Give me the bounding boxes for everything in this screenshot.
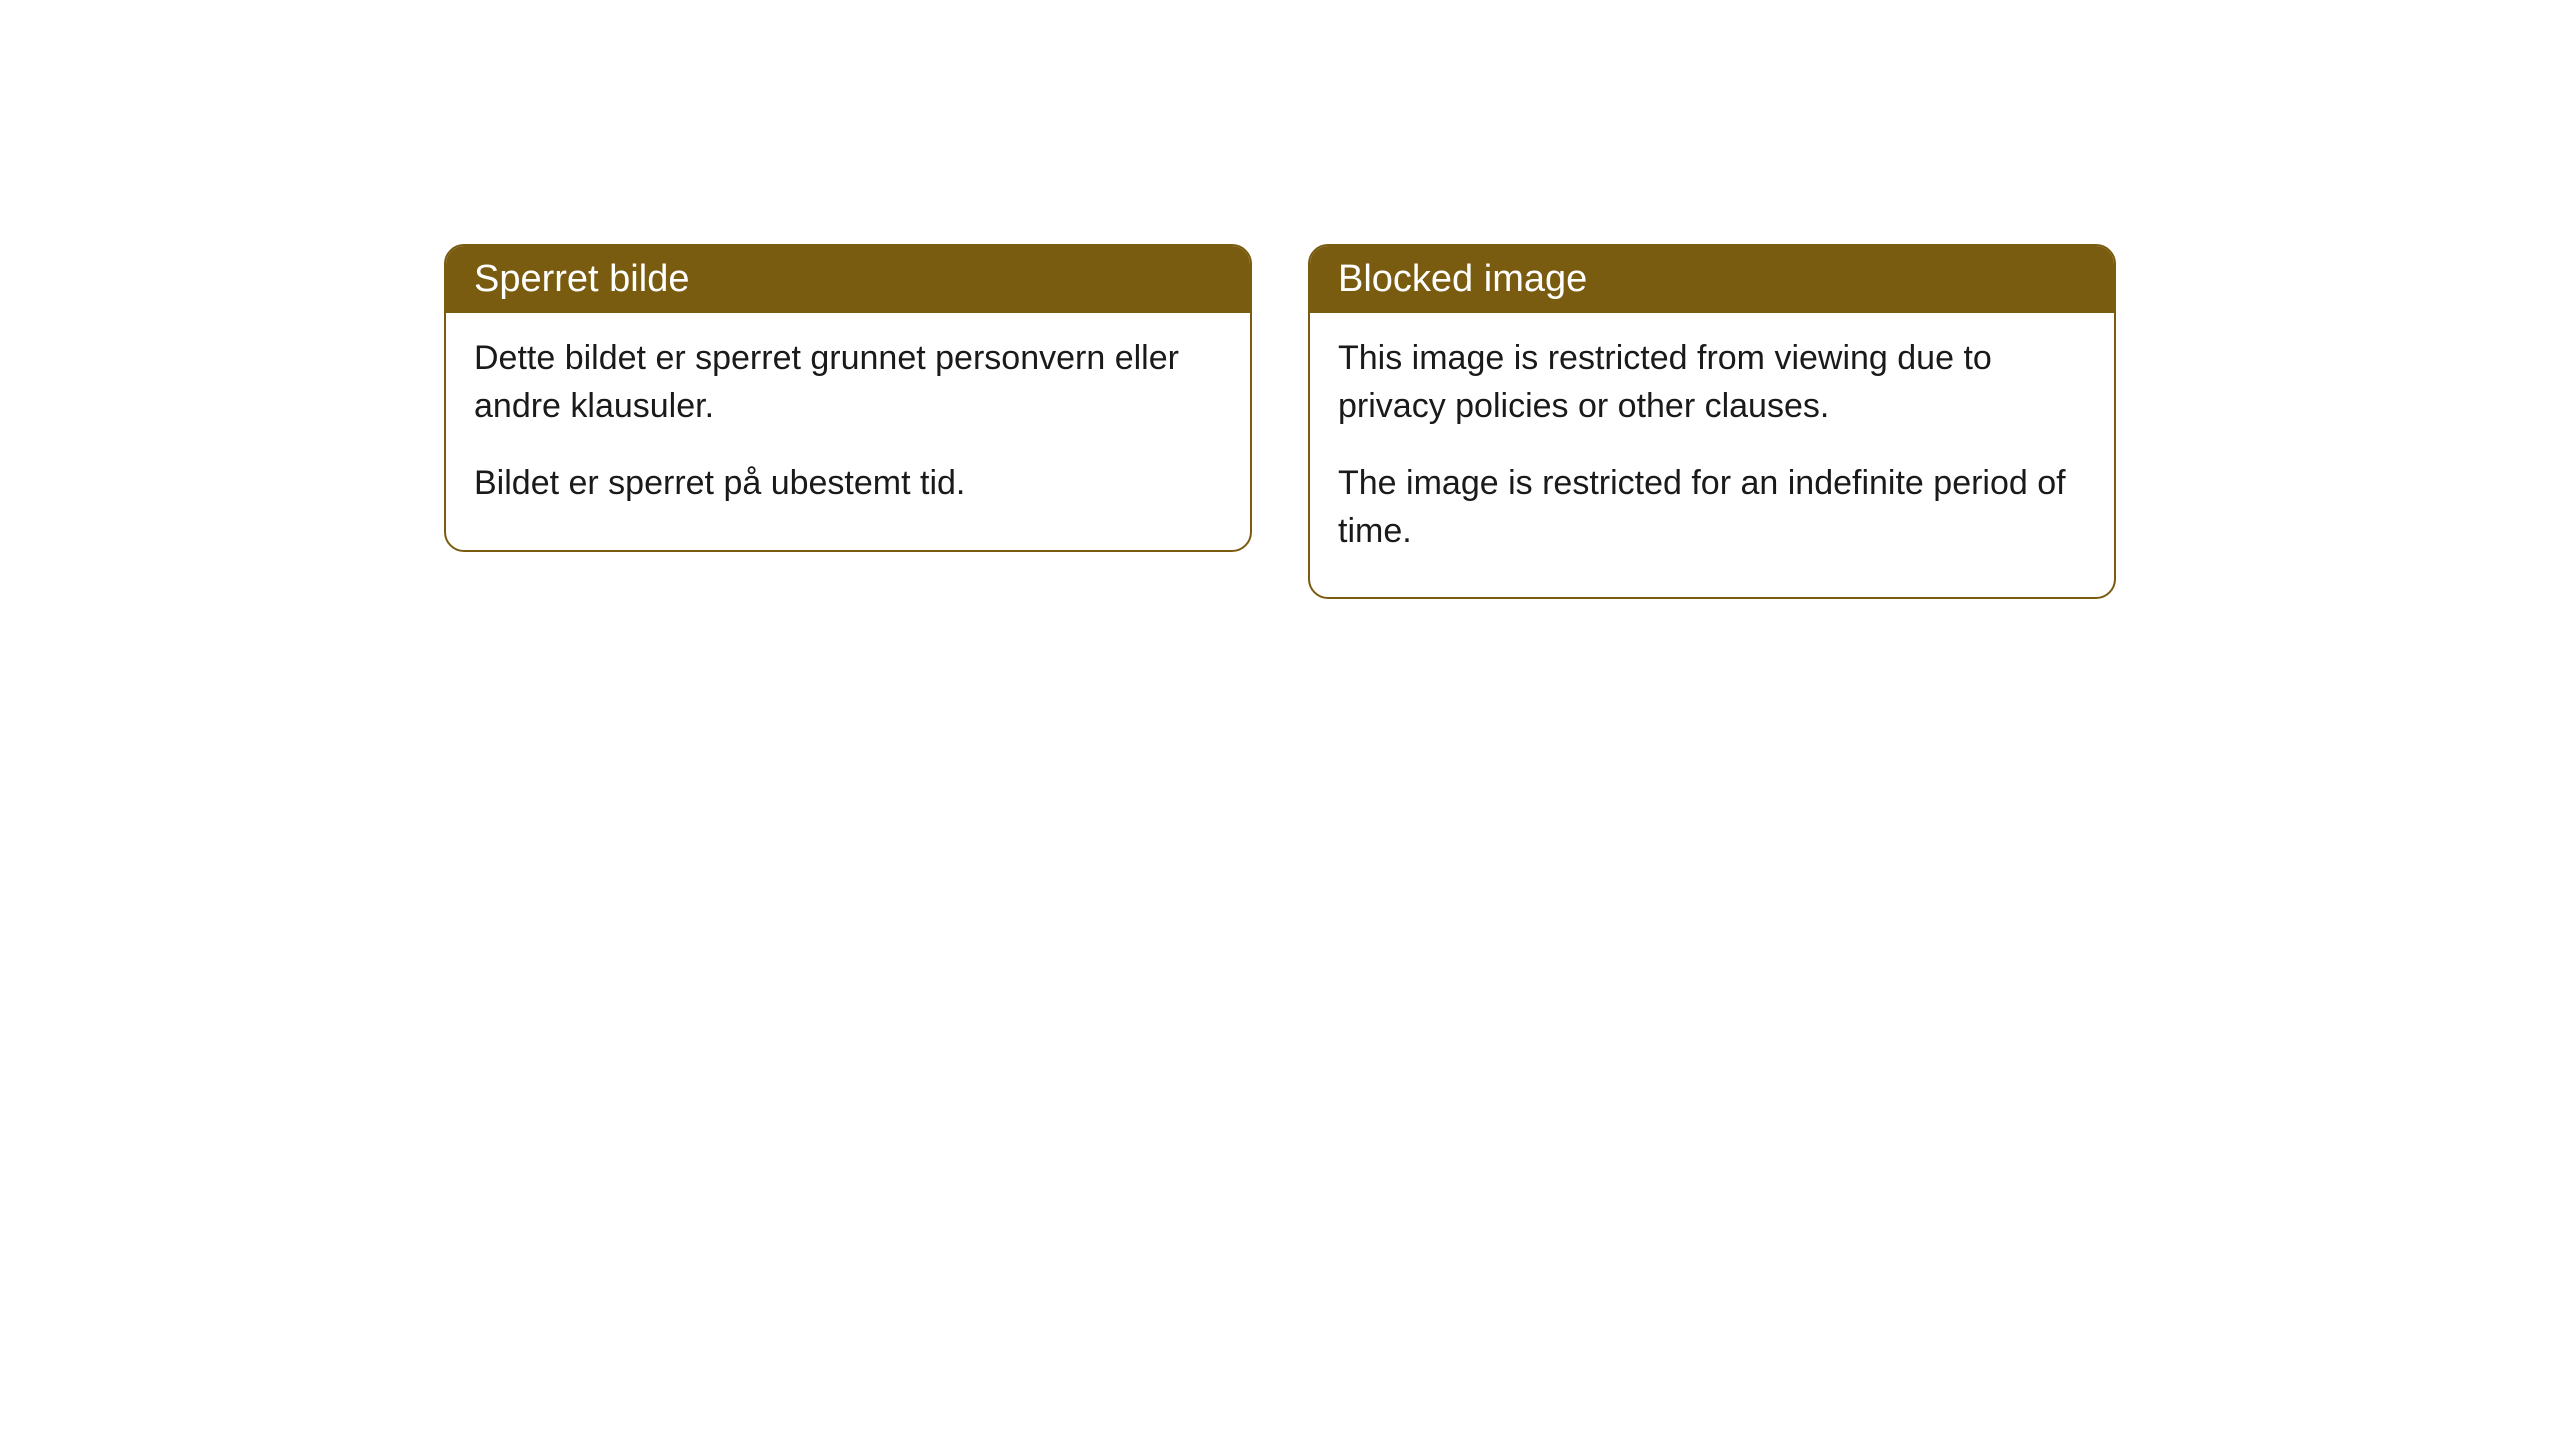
blocked-image-card-no: Sperret bilde Dette bildet er sperret gr…: [444, 244, 1252, 552]
card-text-en-1: This image is restricted from viewing du…: [1338, 335, 2086, 430]
cards-container: Sperret bilde Dette bildet er sperret gr…: [444, 244, 2116, 1440]
card-header-no: Sperret bilde: [446, 246, 1250, 313]
card-body-en: This image is restricted from viewing du…: [1310, 313, 2114, 597]
card-text-en-2: The image is restricted for an indefinit…: [1338, 460, 2086, 555]
card-body-no: Dette bildet er sperret grunnet personve…: [446, 313, 1250, 550]
card-header-en: Blocked image: [1310, 246, 2114, 313]
card-text-no-1: Dette bildet er sperret grunnet personve…: [474, 335, 1222, 430]
card-text-no-2: Bildet er sperret på ubestemt tid.: [474, 460, 1222, 508]
blocked-image-card-en: Blocked image This image is restricted f…: [1308, 244, 2116, 599]
